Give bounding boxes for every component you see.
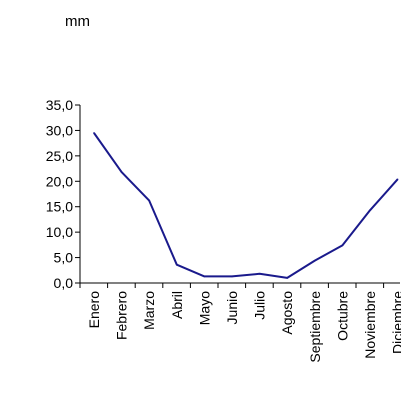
data-point bbox=[314, 259, 316, 262]
x-category-label: Marzo bbox=[141, 291, 157, 330]
data-point bbox=[396, 178, 399, 181]
series-group bbox=[93, 132, 399, 279]
x-category-label: Diciembre bbox=[390, 291, 401, 354]
data-point bbox=[369, 209, 371, 212]
y-tick-label: 10,0 bbox=[46, 224, 73, 240]
x-category-label: Enero bbox=[86, 291, 102, 329]
data-point bbox=[286, 277, 289, 279]
x-category-label: Noviembre bbox=[362, 291, 378, 359]
y-axis: 35,0 30,0 25,0 20,0 15,0 10,0 5,0 0,0 bbox=[46, 97, 81, 291]
data-point bbox=[231, 275, 233, 278]
data-point bbox=[203, 275, 206, 278]
data-point bbox=[120, 171, 123, 173]
data-point bbox=[258, 273, 261, 275]
data-point bbox=[148, 199, 150, 202]
x-category-label: Mayo bbox=[196, 291, 212, 325]
y-tick-label: 20,0 bbox=[46, 173, 73, 189]
x-category-label: Febrero bbox=[114, 291, 130, 340]
x-category-label: Septiembre bbox=[307, 291, 323, 363]
y-tick-label: 0,0 bbox=[54, 275, 74, 291]
x-category-label: Junio bbox=[224, 291, 240, 325]
unit-label: mm bbox=[65, 13, 90, 30]
data-point bbox=[176, 263, 178, 266]
x-category-label: Octubre bbox=[334, 291, 350, 341]
y-tick-label: 30,0 bbox=[46, 122, 73, 138]
x-category-label: Julio bbox=[252, 291, 268, 320]
y-tick-label: 35,0 bbox=[46, 97, 73, 113]
y-tick-label: 25,0 bbox=[46, 148, 73, 164]
data-point bbox=[341, 244, 344, 247]
y-tick-label: 15,0 bbox=[46, 199, 73, 215]
x-category-label: Abril bbox=[169, 291, 185, 319]
y-tick-label: 5,0 bbox=[54, 250, 74, 266]
data-point bbox=[93, 132, 95, 134]
series-line bbox=[93, 132, 399, 279]
x-category-label: Agosto bbox=[279, 291, 295, 335]
x-axis: Enero Febrero Marzo Abril Mayo Junio Julio Agos… bbox=[79, 282, 401, 363]
